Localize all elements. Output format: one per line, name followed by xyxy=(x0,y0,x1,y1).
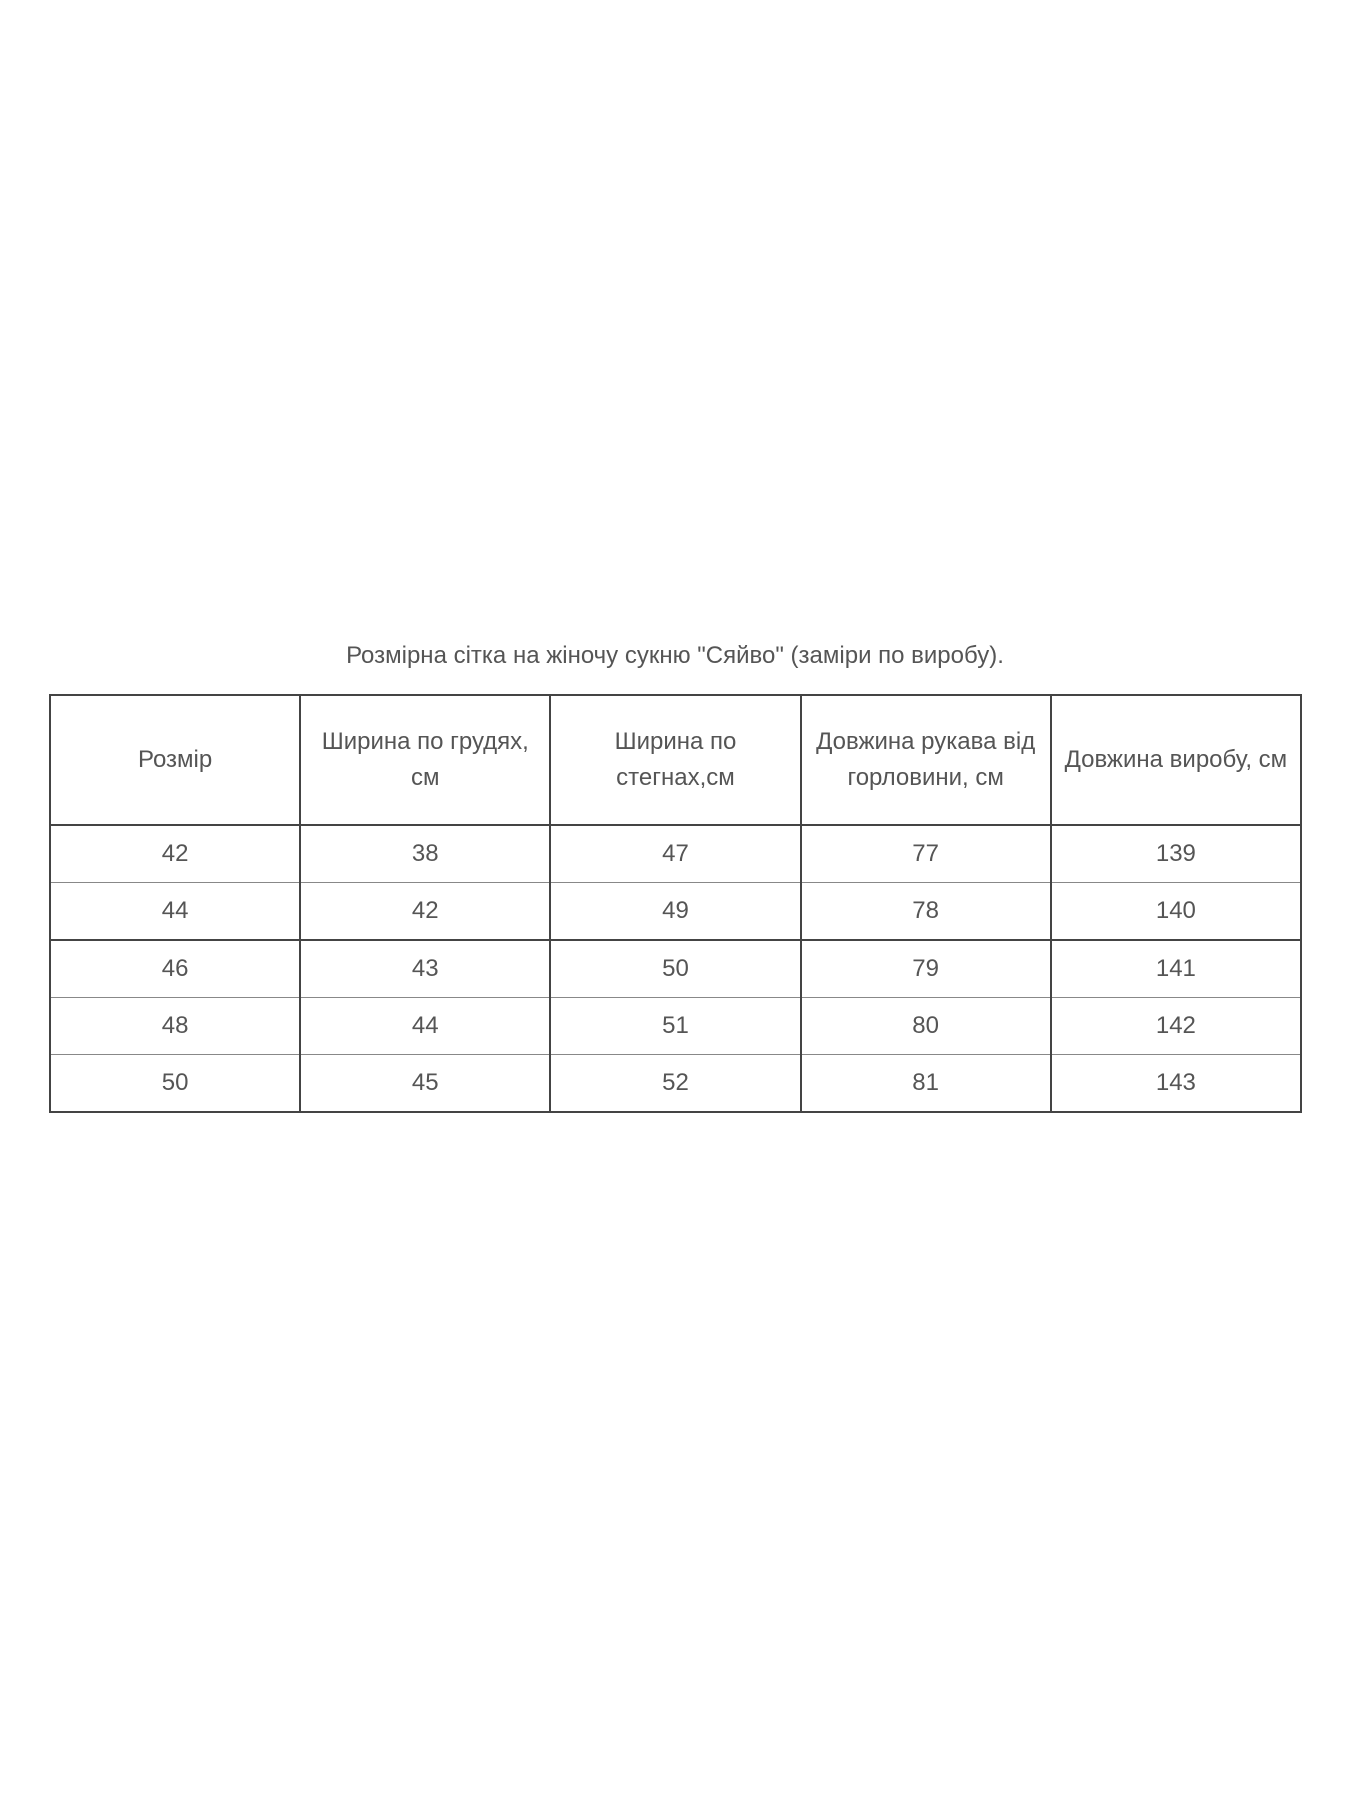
table-cell: 143 xyxy=(1049,1054,1303,1113)
table-header-row: Розмір Ширина по грудях, см Ширина по ст… xyxy=(48,694,1303,826)
header-sleeve-length: Довжина рукава від горловини, см xyxy=(799,694,1052,826)
header-hip-width: Ширина по стегнах,см xyxy=(549,694,802,826)
table-cell: 50 xyxy=(48,1054,302,1113)
table-cell: 80 xyxy=(799,997,1052,1055)
header-garment-length: Довжина виробу, см xyxy=(1049,694,1303,826)
header-size: Розмір xyxy=(48,694,302,826)
table-cell: 78 xyxy=(799,882,1052,941)
table-cell: 45 xyxy=(299,1054,552,1113)
table-cell: 44 xyxy=(299,997,552,1055)
table-cell: 42 xyxy=(299,882,552,941)
table-cell: 42 xyxy=(48,824,302,883)
table-cell: 141 xyxy=(1049,939,1303,998)
table-row: 48 44 51 80 142 xyxy=(48,997,1303,1055)
table-cell: 48 xyxy=(48,997,302,1055)
table-cell: 139 xyxy=(1049,824,1303,883)
table-cell: 43 xyxy=(299,939,552,998)
table-row: 50 45 52 81 143 xyxy=(48,1054,1303,1113)
table-cell: 50 xyxy=(549,939,802,998)
table-row: 44 42 49 78 140 xyxy=(48,882,1303,941)
table-cell: 44 xyxy=(48,882,302,941)
table-cell: 77 xyxy=(799,824,1052,883)
table-cell: 46 xyxy=(48,939,302,998)
table-cell: 79 xyxy=(799,939,1052,998)
table-row: 42 38 47 77 139 xyxy=(48,824,1303,883)
table-cell: 81 xyxy=(799,1054,1052,1113)
table-cell: 142 xyxy=(1049,997,1303,1055)
header-chest-width: Ширина по грудях, см xyxy=(299,694,552,826)
table-cell: 47 xyxy=(549,824,802,883)
table-cell: 140 xyxy=(1049,882,1303,941)
size-chart-title: Розмірна сітка на жіночу сукню "Сяйво" (… xyxy=(346,642,1004,669)
table-cell: 38 xyxy=(299,824,552,883)
table-cell: 51 xyxy=(549,997,802,1055)
table-cell: 49 xyxy=(549,882,802,941)
size-chart-table: Розмір Ширина по грудях, см Ширина по ст… xyxy=(48,694,1303,1113)
table-row: 46 43 50 79 141 xyxy=(48,939,1303,998)
table-cell: 52 xyxy=(549,1054,802,1113)
